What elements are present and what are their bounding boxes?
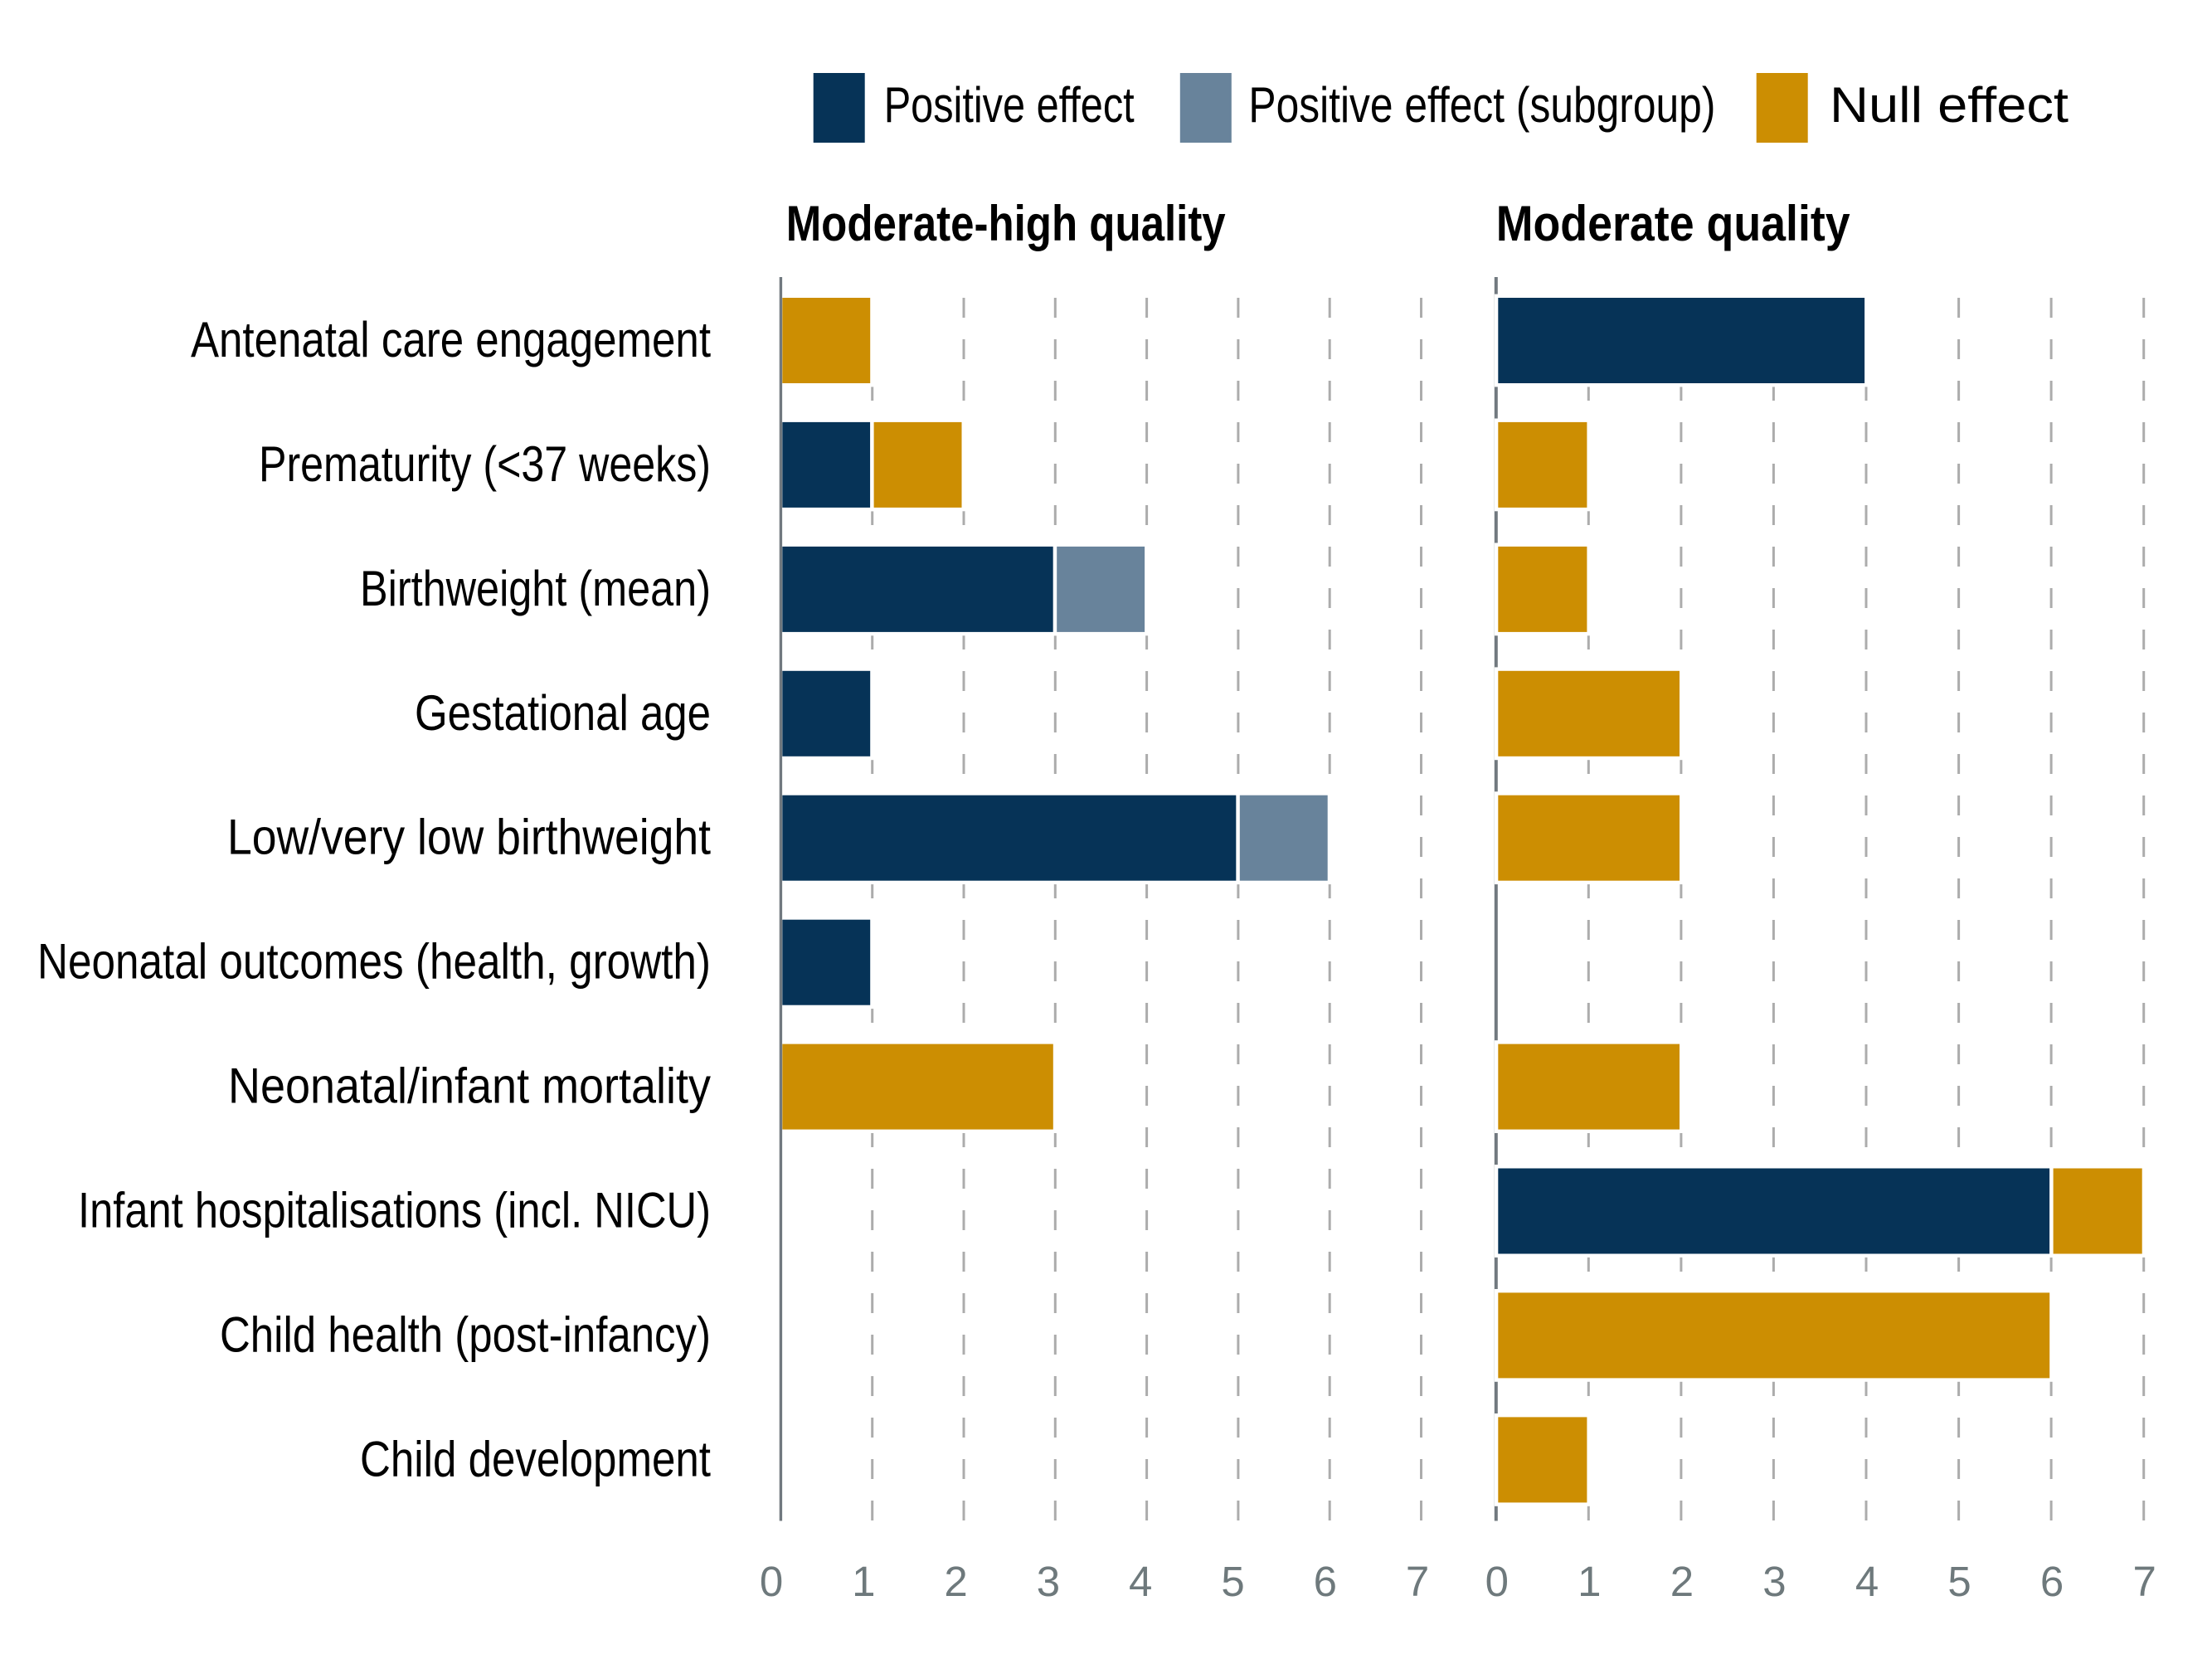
svg-text:Null effect: Null effect bbox=[1830, 77, 2069, 133]
svg-text:0: 0 bbox=[760, 1558, 783, 1605]
svg-text:Moderate-high quality: Moderate-high quality bbox=[786, 196, 1227, 251]
svg-text:Gestational age: Gestational age bbox=[415, 685, 711, 741]
svg-text:5: 5 bbox=[1947, 1558, 1971, 1605]
svg-text:2: 2 bbox=[944, 1558, 967, 1605]
svg-text:4: 4 bbox=[1855, 1558, 1879, 1605]
svg-text:Prematurity (<37 weeks): Prematurity (<37 weeks) bbox=[259, 436, 711, 492]
svg-text:2: 2 bbox=[1670, 1558, 1694, 1605]
svg-text:Child health (post-infancy): Child health (post-infancy) bbox=[220, 1306, 711, 1362]
svg-text:4: 4 bbox=[1129, 1558, 1152, 1605]
svg-text:Low/very low birthweight: Low/very low birthweight bbox=[227, 810, 711, 865]
svg-text:6: 6 bbox=[1314, 1558, 1337, 1605]
svg-text:Neonatal outcomes (health, gro: Neonatal outcomes (health, growth) bbox=[37, 934, 711, 990]
svg-text:6: 6 bbox=[2040, 1558, 2064, 1605]
svg-text:Antenatal care engagement: Antenatal care engagement bbox=[191, 312, 711, 367]
svg-text:0: 0 bbox=[1485, 1558, 1509, 1605]
svg-text:7: 7 bbox=[1406, 1558, 1429, 1605]
svg-text:Neonatal/infant mortality: Neonatal/infant mortality bbox=[228, 1058, 711, 1114]
svg-text:7: 7 bbox=[2133, 1558, 2156, 1605]
svg-text:Positive effect (subgroup): Positive effect (subgroup) bbox=[1248, 77, 1715, 133]
svg-text:Moderate quality: Moderate quality bbox=[1496, 196, 1851, 251]
svg-text:1: 1 bbox=[1578, 1558, 1601, 1605]
svg-text:Child development: Child development bbox=[360, 1431, 711, 1486]
svg-text:Positive effect: Positive effect bbox=[884, 77, 1135, 133]
svg-text:5: 5 bbox=[1221, 1558, 1244, 1605]
svg-text:3: 3 bbox=[1762, 1558, 1786, 1605]
svg-text:3: 3 bbox=[1037, 1558, 1060, 1605]
svg-text:1: 1 bbox=[852, 1558, 875, 1605]
svg-text:Infant hospitalisations (incl.: Infant hospitalisations (incl. NICU) bbox=[78, 1183, 711, 1238]
svg-text:Birthweight (mean): Birthweight (mean) bbox=[360, 561, 711, 616]
